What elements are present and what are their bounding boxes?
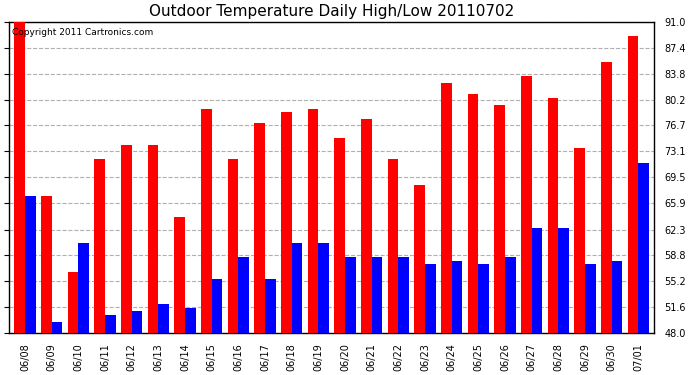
- Bar: [292, 243, 302, 333]
- Bar: [14, 22, 25, 333]
- Bar: [41, 195, 52, 333]
- Title: Outdoor Temperature Daily High/Low 20110702: Outdoor Temperature Daily High/Low 20110…: [149, 4, 514, 19]
- Bar: [308, 109, 318, 333]
- Bar: [335, 138, 345, 333]
- Bar: [505, 257, 515, 333]
- Bar: [638, 163, 649, 333]
- Bar: [441, 83, 452, 333]
- Bar: [452, 261, 462, 333]
- Bar: [25, 195, 36, 333]
- Bar: [148, 145, 159, 333]
- Bar: [185, 308, 196, 333]
- Bar: [612, 261, 622, 333]
- Bar: [585, 264, 595, 333]
- Bar: [132, 311, 142, 333]
- Bar: [212, 279, 222, 333]
- Bar: [345, 257, 355, 333]
- Bar: [201, 109, 212, 333]
- Bar: [372, 257, 382, 333]
- Bar: [68, 272, 79, 333]
- Bar: [548, 98, 558, 333]
- Bar: [228, 159, 238, 333]
- Bar: [52, 322, 62, 333]
- Bar: [79, 243, 89, 333]
- Bar: [415, 184, 425, 333]
- Bar: [398, 257, 409, 333]
- Bar: [175, 217, 185, 333]
- Bar: [105, 315, 116, 333]
- Bar: [425, 264, 435, 333]
- Text: Copyright 2011 Cartronics.com: Copyright 2011 Cartronics.com: [12, 28, 153, 37]
- Bar: [388, 159, 398, 333]
- Bar: [601, 62, 612, 333]
- Bar: [281, 112, 292, 333]
- Bar: [532, 228, 542, 333]
- Bar: [255, 123, 265, 333]
- Bar: [265, 279, 276, 333]
- Bar: [478, 264, 489, 333]
- Bar: [628, 36, 638, 333]
- Bar: [121, 145, 132, 333]
- Bar: [468, 94, 478, 333]
- Bar: [95, 159, 105, 333]
- Bar: [521, 76, 532, 333]
- Bar: [361, 120, 372, 333]
- Bar: [238, 257, 249, 333]
- Bar: [574, 148, 585, 333]
- Bar: [494, 105, 505, 333]
- Bar: [558, 228, 569, 333]
- Bar: [159, 304, 169, 333]
- Bar: [318, 243, 329, 333]
